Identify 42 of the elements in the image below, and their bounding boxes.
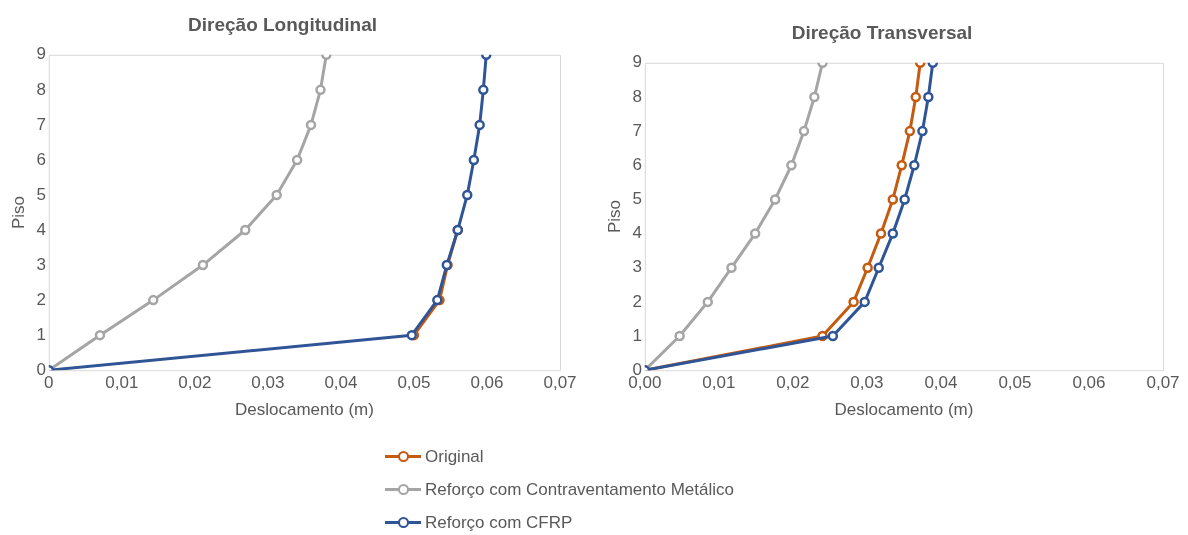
y-tick-label: 7 — [632, 120, 642, 140]
x-tick-label: 0,02 — [178, 373, 212, 393]
x-tick-label: 0,01 — [105, 373, 139, 393]
legend-label: Original — [425, 446, 484, 467]
y-tick-label: 8 — [632, 86, 642, 106]
y-tick-label: 6 — [36, 149, 46, 169]
x-tick-label: 0,04 — [924, 373, 958, 393]
x-tick-label: 0,06 — [1072, 373, 1106, 393]
legend-label: Reforço com CFRP — [425, 512, 573, 533]
x-tick-label: 0,07 — [1146, 373, 1180, 393]
x-tick-label: 0,03 — [251, 373, 285, 393]
y-tick-label: 2 — [36, 289, 46, 309]
x-tick-label: 0,05 — [998, 373, 1032, 393]
y-tick-label: 4 — [36, 219, 46, 239]
x-tick-label: 0,06 — [470, 373, 504, 393]
y-axis-title: Piso — [604, 199, 624, 234]
y-tick-label: 6 — [632, 154, 642, 174]
y-tick-label: 9 — [36, 44, 46, 64]
y-tick-label: 3 — [632, 257, 642, 277]
y-tick-label: 5 — [632, 189, 642, 209]
x-tick-label: 0,01 — [702, 373, 736, 393]
x-tick-label: 0,05 — [397, 373, 431, 393]
x-tick-label: 0,03 — [850, 373, 884, 393]
x-axis-title: Deslocamento (m) — [834, 400, 974, 420]
y-tick-label: 1 — [632, 325, 642, 345]
x-axis-title: Deslocamento (m) — [234, 400, 374, 420]
x-tick-label: 0,04 — [324, 373, 358, 393]
chart-title: Direção Transversal — [791, 21, 973, 43]
x-tick-label: 0,07 — [543, 373, 577, 393]
x-tick-label: 0,02 — [776, 373, 810, 393]
y-tick-label: 4 — [632, 223, 642, 243]
y-tick-label: 9 — [632, 52, 642, 72]
y-tick-label: 3 — [36, 254, 46, 274]
y-axis-title: Piso — [8, 195, 28, 230]
chart-title: Direção Longitudinal — [188, 13, 377, 35]
y-tick-label: 5 — [36, 184, 46, 204]
y-tick-label: 0 — [36, 359, 46, 379]
y-tick-label: 8 — [36, 79, 46, 99]
y-tick-label: 7 — [36, 114, 46, 134]
y-tick-label: 1 — [36, 324, 46, 344]
y-tick-label: 2 — [632, 291, 642, 311]
legend-label: Reforço com Contraventamento Metálico — [425, 479, 734, 500]
